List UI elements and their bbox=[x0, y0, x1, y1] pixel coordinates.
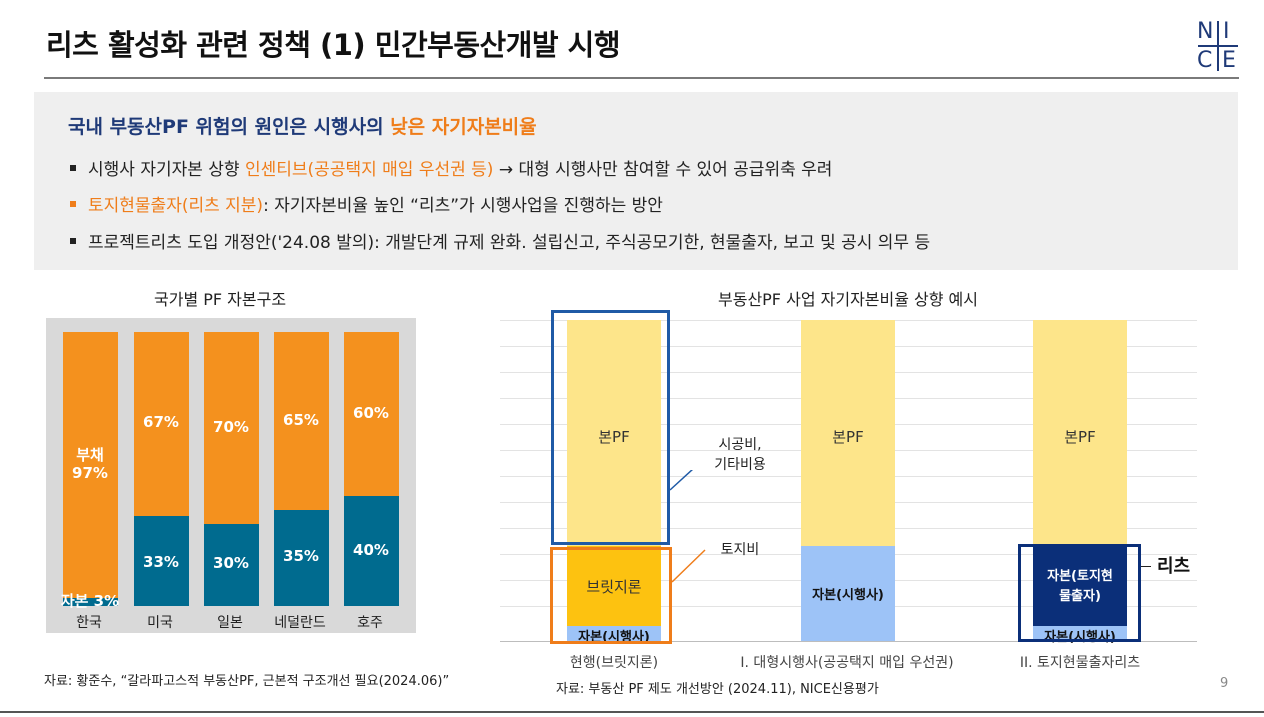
construction-cost-box bbox=[551, 310, 670, 545]
bullet-text: 프로젝트리츠 도입 개정안('24.08 발의): 개발단계 규제 완화. 설립… bbox=[88, 233, 931, 253]
debt-value-japan: 70% bbox=[213, 418, 249, 436]
bullet-item-1: 시행사 자기자본 상향 인센티브(공공택지 매입 우선권 등) → 대형 시행사… bbox=[70, 155, 832, 180]
equity-bar-korea bbox=[63, 597, 118, 606]
bullet-square-icon bbox=[70, 165, 76, 171]
equity-bar-large bbox=[801, 546, 895, 641]
debt-bar-korea bbox=[63, 332, 118, 598]
bullet-square-icon bbox=[70, 201, 76, 207]
category-label: 현행(브릿지론) bbox=[569, 655, 659, 671]
main-pf-bar-current bbox=[567, 320, 661, 546]
equity-bar-usa bbox=[134, 515, 189, 606]
main-pf-label: 본PF bbox=[1064, 428, 1096, 446]
nice-logo: N I C E bbox=[1196, 20, 1240, 74]
equity-value-usa: 33% bbox=[143, 553, 179, 571]
reits-annotation: 리츠 bbox=[1157, 556, 1191, 577]
construction-leader-line bbox=[669, 470, 693, 491]
equity-bar-current bbox=[567, 626, 661, 641]
main-pf-bar-reits bbox=[1033, 320, 1127, 546]
logo-letter-e: E bbox=[1222, 48, 1236, 73]
debt-label-korea: 부채 bbox=[76, 446, 104, 464]
footer-divider bbox=[0, 711, 1264, 713]
headline-text: 국내 부동산PF 위험의 원인은 시행사의 bbox=[68, 116, 391, 138]
debt-value-netherlands: 65% bbox=[283, 411, 319, 429]
headline-highlight: 낮은 자기자본비율 bbox=[390, 116, 537, 138]
land-equity-label-1: 자본(토지현 bbox=[1047, 569, 1113, 584]
reits-box bbox=[1018, 544, 1141, 642]
source-left: 자료: 황준수, “갈라파고스적 부동산PF, 근본적 구조개선 필요(2024… bbox=[44, 674, 450, 689]
category-label: 일본 bbox=[217, 615, 243, 631]
land-cost-box bbox=[550, 547, 672, 644]
land-leader-line bbox=[671, 549, 706, 583]
bullet-text: 시행사 자기자본 상향 bbox=[88, 160, 245, 180]
category-label: II. 토지현물출자리츠 bbox=[1019, 655, 1141, 671]
baseline bbox=[500, 641, 1197, 642]
logo-horizontal-line bbox=[1198, 45, 1238, 47]
title-divider bbox=[44, 77, 1239, 79]
right-chart-title: 부동산PF 사업 자기자본비율 상향 예시 bbox=[718, 290, 978, 309]
debt-bar-netherlands bbox=[274, 332, 329, 511]
land-equity-label-2: 물출자) bbox=[1059, 589, 1101, 604]
bullet-highlight: 토지현물출자(리츠 지분) bbox=[88, 196, 264, 216]
left-chart-title: 국가별 PF 자본구조 bbox=[154, 290, 287, 309]
category-label: 한국 bbox=[76, 615, 102, 631]
equity-bar-australia bbox=[344, 496, 399, 606]
source-right: 자료: 부동산 PF 제도 개선방안 (2024.11), NICE신용평가 bbox=[556, 682, 879, 697]
category-label: 미국 bbox=[147, 615, 173, 631]
page-number: 9 bbox=[1220, 676, 1229, 691]
equity-bar-japan bbox=[204, 523, 259, 606]
equity-value-japan: 30% bbox=[213, 554, 249, 572]
category-label: I. 대형시행사(공공택지 매입 우선권) bbox=[740, 655, 954, 671]
debt-bar-australia bbox=[344, 332, 399, 497]
category-label: 네덜란드 bbox=[274, 615, 326, 631]
main-pf-label: 본PF bbox=[598, 428, 630, 446]
equity-value-netherlands: 35% bbox=[283, 547, 319, 565]
reits-leader-line bbox=[1141, 566, 1151, 567]
debt-value-australia: 60% bbox=[353, 404, 389, 422]
main-pf-bar-large bbox=[801, 320, 895, 546]
summary-panel bbox=[34, 92, 1238, 270]
bullet-text-tail: : 자기자본비율 높인 “리츠”가 시행사업을 진행하는 방안 bbox=[263, 196, 663, 216]
equity-bar-reits bbox=[1033, 626, 1127, 641]
bullet-text-tail: → 대형 시행사만 참여할 수 있어 공급위축 우려 bbox=[493, 160, 833, 180]
land-equity-bar bbox=[1033, 546, 1127, 626]
annotation-lines bbox=[669, 470, 706, 583]
debt-value-korea: 97% bbox=[72, 464, 108, 482]
summary-headline: 국내 부동산PF 위험의 원인은 시행사의 낮은 자기자본비율 bbox=[68, 112, 537, 139]
bullet-highlight: 인센티브(공공택지 매입 우선권 등) bbox=[244, 160, 494, 180]
equity-label: 자본(시행사) bbox=[812, 588, 884, 603]
logo-letter-n: N bbox=[1197, 19, 1214, 44]
land-annotation: 토지비 bbox=[720, 542, 760, 558]
bullet-square-icon bbox=[70, 238, 76, 244]
page-title: 리츠 활성화 관련 정책 (1) 민간부동산개발 시행 bbox=[46, 28, 621, 62]
debt-bar-japan bbox=[204, 332, 259, 524]
construction-annotation-1: 시공비, bbox=[718, 437, 762, 453]
category-label: 호주 bbox=[357, 615, 383, 631]
bullet-item-2: 토지현물출자(리츠 지분): 자기자본비율 높인 “리츠”가 시행사업을 진행하… bbox=[70, 191, 663, 216]
equity-label-korea: 자본 3% bbox=[60, 592, 120, 610]
construction-annotation-2: 기타비용 bbox=[714, 457, 766, 473]
equity-bar-netherlands bbox=[274, 510, 329, 606]
equity-value-australia: 40% bbox=[353, 541, 389, 559]
logo-letter-c: C bbox=[1197, 48, 1213, 73]
main-pf-label: 본PF bbox=[832, 428, 864, 446]
bullet-item-3: 프로젝트리츠 도입 개정안('24.08 발의): 개발단계 규제 완화. 설립… bbox=[70, 228, 930, 253]
logo-letter-i: I bbox=[1223, 19, 1230, 44]
debt-value-usa: 67% bbox=[143, 413, 179, 431]
bridge-loan-label: 브릿지론 bbox=[586, 578, 642, 596]
bridge-loan-bar bbox=[567, 546, 661, 626]
debt-bar-usa bbox=[134, 332, 189, 516]
